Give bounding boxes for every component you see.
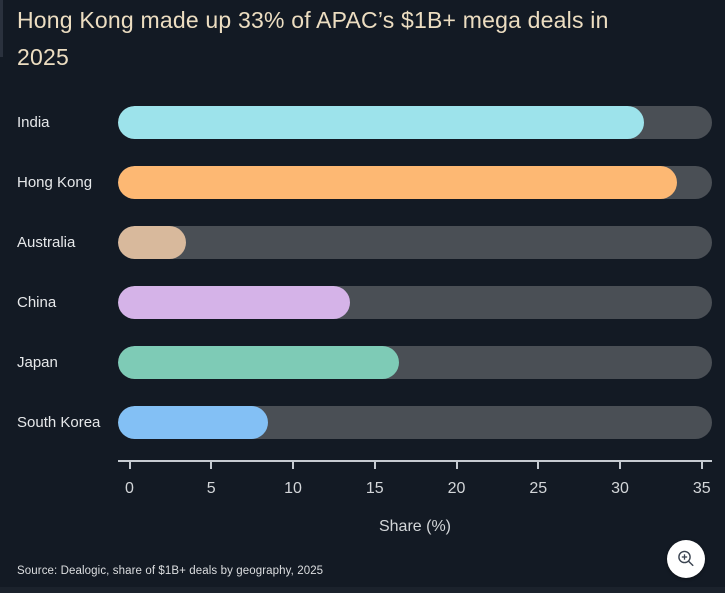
chart-row-hong-kong: Hong Kong bbox=[0, 165, 725, 199]
bar-fill bbox=[118, 106, 644, 139]
bottom-edge-strip bbox=[0, 587, 725, 593]
page-title-line-2: 2025 bbox=[17, 44, 69, 70]
magnifier-plus-icon bbox=[678, 550, 694, 567]
bar-track bbox=[118, 345, 712, 379]
bar-fill bbox=[118, 405, 268, 439]
x-tick-mark bbox=[455, 462, 458, 469]
x-axis-line bbox=[118, 460, 712, 462]
x-tick-label: 10 bbox=[284, 480, 302, 497]
x-tick-mark bbox=[373, 462, 376, 469]
bar-fill bbox=[118, 165, 677, 199]
x-tick-mark bbox=[619, 462, 621, 469]
x-tick-label: 15 bbox=[365, 480, 384, 497]
x-tick-mark bbox=[537, 462, 540, 469]
category-label: Hong Kong bbox=[17, 173, 93, 191]
bar-track bbox=[118, 165, 712, 199]
zoom-in-button[interactable] bbox=[667, 540, 705, 578]
chart-row-china: China bbox=[0, 285, 725, 319]
left-edge-strip bbox=[0, 0, 3, 57]
x-axis: 0 5 10 15 20 25 30 35 bbox=[118, 460, 712, 500]
x-tick-label: 20 bbox=[447, 480, 466, 497]
bar-track bbox=[118, 106, 712, 139]
category-label: India bbox=[17, 114, 50, 131]
x-tick-label: 35 bbox=[692, 480, 711, 497]
x-tick-mark bbox=[292, 462, 294, 469]
x-tick-label: 5 bbox=[206, 480, 216, 497]
page-title: Hong Kong made up 33% of APAC’s $1B+ meg… bbox=[17, 2, 707, 76]
x-tick-mark bbox=[128, 462, 131, 469]
category-label: Japan bbox=[17, 353, 58, 371]
chart-row-australia: Australia bbox=[0, 225, 725, 259]
x-tick-label: 25 bbox=[529, 480, 548, 497]
category-label: Australia bbox=[17, 233, 76, 251]
bar-track bbox=[118, 285, 712, 319]
bar-fill bbox=[118, 285, 350, 319]
bar-fill bbox=[118, 225, 187, 259]
category-label: South Korea bbox=[17, 413, 101, 431]
chart-row-japan: Japan bbox=[0, 345, 725, 379]
x-tick-mark bbox=[210, 462, 213, 469]
page-title-line-1: Hong Kong made up 33% of APAC’s $1B+ meg… bbox=[17, 7, 609, 33]
x-axis-label: Share (%) bbox=[378, 518, 452, 535]
x-tick-label: 0 bbox=[125, 480, 134, 497]
bar-fill bbox=[118, 345, 399, 379]
x-tick-mark bbox=[700, 462, 703, 469]
category-label: China bbox=[17, 293, 57, 311]
chart-row-south-korea: South Korea bbox=[0, 405, 725, 439]
x-tick-label: 30 bbox=[611, 480, 629, 497]
bar-track bbox=[118, 405, 712, 439]
chart-row-india: India bbox=[0, 106, 725, 139]
bar-track bbox=[118, 225, 712, 259]
source-note: Source: Dealogic, share of $1B+ deals by… bbox=[17, 565, 324, 577]
